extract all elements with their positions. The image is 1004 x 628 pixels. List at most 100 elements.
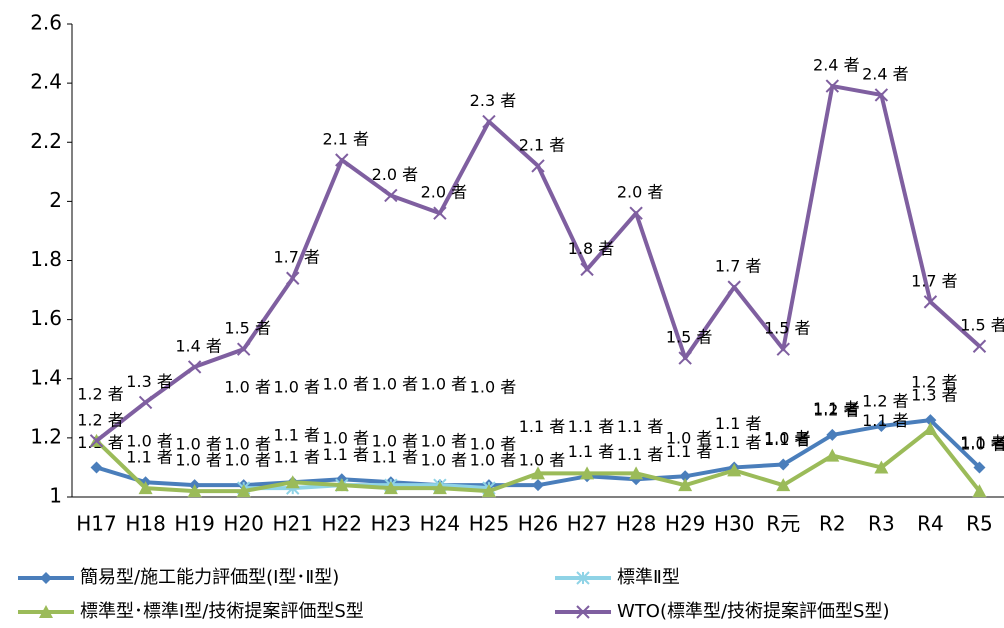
data-label: 2.0 者	[372, 165, 419, 184]
legend-marker	[39, 605, 53, 618]
data-point	[236, 342, 251, 356]
data-label: 1.2 者	[77, 410, 124, 429]
data-label: 1.1 者	[273, 448, 320, 467]
data-point	[924, 414, 937, 427]
data-label: 2.1 者	[519, 135, 566, 154]
x-tick-label: H19	[174, 512, 215, 536]
legend-marker	[40, 572, 52, 584]
data-label: 1.1 者	[715, 414, 762, 433]
y-tick-label: 1.8	[30, 247, 62, 271]
data-point	[874, 88, 889, 102]
y-tick-label: 2.4	[30, 70, 62, 94]
data-point	[875, 420, 888, 433]
data-point	[432, 481, 447, 495]
data-point	[874, 460, 889, 474]
data-point	[923, 295, 938, 309]
data-point	[629, 206, 643, 220]
data-label: 1.0 者	[519, 451, 566, 470]
data-point	[629, 466, 644, 480]
data-label: 1.1 者	[862, 411, 909, 430]
data-point	[90, 461, 103, 474]
data-label: 1.7 者	[715, 257, 762, 276]
data-point	[580, 262, 594, 277]
data-label: 1.1 者	[617, 445, 664, 464]
data-point	[825, 448, 840, 462]
data-label: 1.1 者	[666, 442, 713, 461]
data-point	[776, 478, 791, 492]
x-tick-label: H29	[665, 512, 706, 536]
x-tick-label: R3	[868, 512, 895, 536]
data-label: 2.0 者	[421, 183, 468, 202]
data-label: 1.8 者	[568, 239, 615, 258]
data-label: 1.2 者	[813, 400, 860, 419]
data-label: 1.1 者	[764, 430, 811, 449]
data-label: 2.0 者	[617, 183, 664, 202]
data-point	[923, 422, 938, 436]
data-label: 1.3 者	[126, 372, 173, 391]
data-label: 1.1 者	[273, 426, 320, 445]
y-tick-label: 1.4	[30, 365, 62, 389]
data-point	[187, 484, 202, 498]
x-tick-label: H18	[125, 512, 166, 536]
legend-label: 標準Ⅱ型	[617, 567, 680, 588]
data-point	[777, 458, 790, 471]
data-label: 2.4 者	[813, 56, 860, 75]
data-label: 1.5 者	[960, 316, 1004, 335]
data-label: 1.7 者	[273, 248, 320, 267]
data-point	[334, 478, 349, 492]
data-point	[138, 395, 153, 410]
y-tick-label: 1	[49, 484, 62, 508]
x-tick-label: H21	[272, 512, 313, 536]
data-label: 1.0 者	[470, 378, 517, 397]
data-point	[482, 114, 496, 129]
data-label: 1.7 者	[911, 271, 958, 290]
data-point	[531, 159, 545, 173]
data-label: 2.4 者	[862, 64, 909, 83]
x-tick-label: H30	[714, 512, 755, 536]
y-tick-label: 1.6	[30, 306, 62, 330]
x-tick-label: R5	[966, 512, 993, 536]
data-point	[727, 463, 742, 477]
data-label: 1.0 者	[372, 432, 419, 451]
x-tick-label: H25	[469, 512, 510, 536]
data-point	[236, 484, 251, 498]
data-label: 1.1 者	[372, 448, 419, 467]
data-point	[973, 461, 986, 474]
y-tick-label: 1.2	[30, 424, 62, 448]
x-tick-label: H24	[420, 512, 461, 536]
data-point	[383, 481, 398, 495]
data-label: 1.2 者	[862, 392, 909, 411]
data-point	[678, 351, 692, 365]
data-label: 1.1 者	[323, 445, 370, 464]
x-tick-label: H22	[322, 512, 363, 536]
data-label: 1.0 者	[421, 451, 468, 470]
data-point	[384, 188, 398, 203]
data-label: 1.0 者	[224, 378, 271, 397]
data-point	[679, 470, 692, 483]
data-point	[433, 206, 447, 220]
data-label: 1.1 者	[715, 433, 762, 452]
data-point	[776, 342, 790, 356]
legend-marker	[576, 605, 590, 619]
data-label: 1.5 者	[666, 328, 713, 347]
y-tick-label: 2	[49, 188, 62, 212]
data-label: 1.0 者	[175, 451, 222, 470]
data-label: 1.0 者	[273, 378, 320, 397]
data-label: 1.4 者	[175, 336, 222, 355]
x-tick-label: H26	[518, 512, 559, 536]
data-point	[972, 339, 987, 353]
y-tick-label: 2.2	[30, 129, 62, 153]
data-label: 1.0 者	[175, 435, 222, 454]
data-label: 1.0 者	[372, 375, 419, 394]
x-tick-label: H28	[616, 512, 657, 536]
data-point	[580, 466, 595, 480]
data-label: 1.0 者	[421, 375, 468, 394]
x-tick-label: H17	[76, 512, 117, 536]
legend-marker	[576, 571, 590, 585]
x-tick-label: R4	[917, 512, 944, 536]
x-tick-label: H20	[223, 512, 264, 536]
data-label: 1.1 者	[617, 417, 664, 436]
data-point	[532, 479, 544, 492]
y-tick-label: 2.6	[30, 11, 62, 35]
data-label: 1.2 者	[77, 384, 124, 403]
